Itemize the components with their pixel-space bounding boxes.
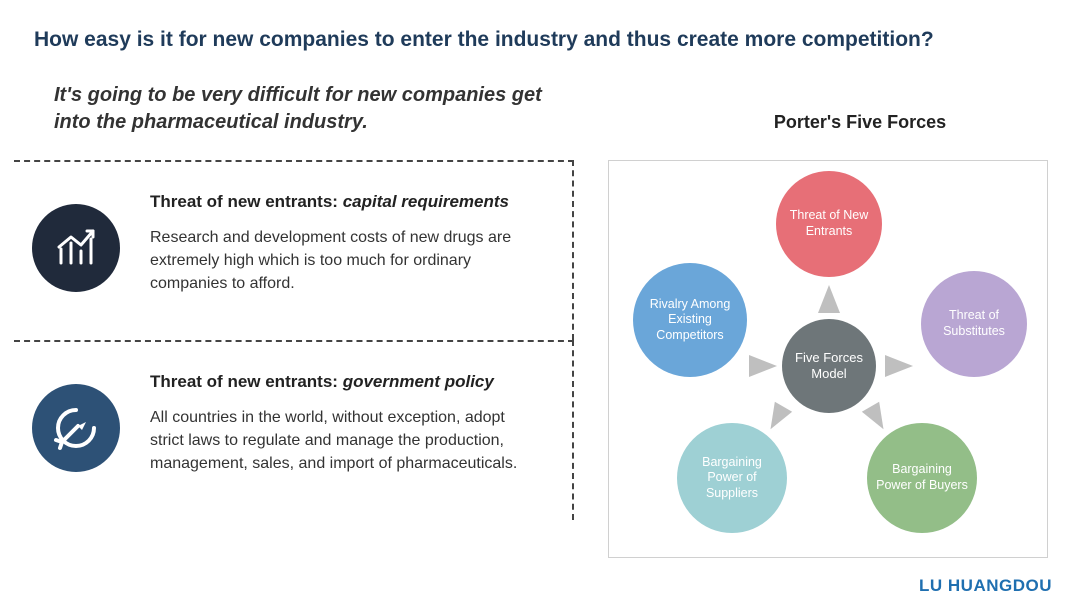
- point-title-prefix: Threat of new entrants:: [150, 192, 343, 211]
- left-column: Threat of new entrants: capital requirem…: [14, 160, 574, 520]
- force-center: Five Forces Model: [782, 319, 876, 413]
- target-arrow-icon: [32, 384, 120, 472]
- point-body: All countries in the world, without exce…: [150, 406, 530, 476]
- diagram-title: Porter's Five Forces: [690, 112, 1030, 133]
- force-buyers: Bargaining Power of Buyers: [867, 423, 977, 533]
- five-forces-diagram: Five Forces Model Threat of New Entrants…: [608, 160, 1048, 558]
- arrow-right-icon: [885, 355, 913, 377]
- point-title: Threat of new entrants: government polic…: [150, 372, 552, 392]
- arrow-down-left-icon: [762, 402, 792, 435]
- chart-growth-icon: [32, 204, 120, 292]
- point-title-em: capital requirements: [343, 192, 509, 211]
- arrow-left-icon: [749, 355, 777, 377]
- force-suppliers: Bargaining Power of Suppliers: [677, 423, 787, 533]
- point-title: Threat of new entrants: capital requirem…: [150, 192, 552, 212]
- point-title-em: government policy: [343, 372, 494, 391]
- force-substitutes: Threat of Substitutes: [921, 271, 1027, 377]
- force-new-entrants: Threat of New Entrants: [776, 171, 882, 277]
- point-capital-requirements: Threat of new entrants: capital requirem…: [14, 160, 574, 340]
- slide-title: How easy is it for new companies to ente…: [34, 28, 1046, 52]
- author-credit: LU HUANGDOU: [919, 576, 1052, 596]
- slide-subtitle: It's going to be very difficult for new …: [54, 82, 554, 136]
- point-body: Research and development costs of new dr…: [150, 226, 530, 296]
- force-rivalry: Rivalry Among Existing Competitors: [633, 263, 747, 377]
- arrow-down-right-icon: [862, 402, 892, 435]
- point-title-prefix: Threat of new entrants:: [150, 372, 343, 391]
- point-government-policy: Threat of new entrants: government polic…: [14, 340, 574, 520]
- arrow-up-icon: [818, 285, 840, 313]
